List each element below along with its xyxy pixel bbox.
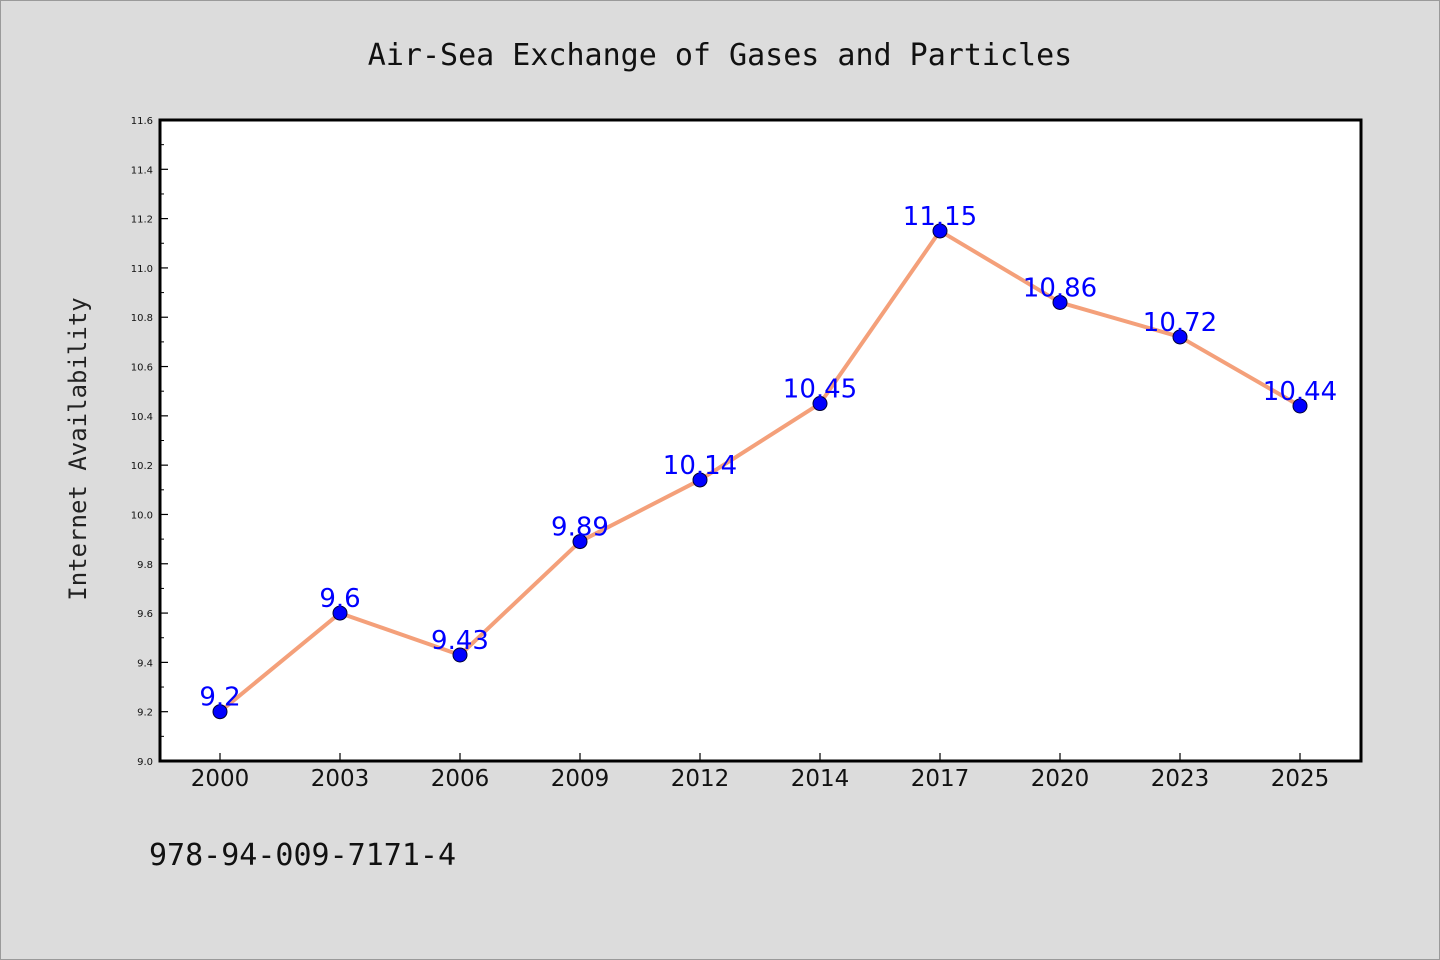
plot-frame (158, 118, 1363, 763)
y-tick-label: 9.6 (137, 609, 153, 620)
data-markers (212, 223, 1308, 720)
data-point-label: 11.15 (903, 202, 977, 232)
y-tick-label: 9.8 (137, 560, 153, 571)
y-tick-label: 11.2 (131, 215, 153, 226)
data-point-label: 9.43 (431, 626, 489, 656)
y-tick-label: 10.0 (131, 510, 153, 521)
y-tick-label: 10.8 (131, 313, 153, 324)
y-tick-label: 9.0 (137, 757, 153, 768)
x-tick-label: 2025 (1271, 766, 1330, 792)
data-point-marker (1172, 329, 1188, 345)
data-point-label: 10.14 (663, 451, 737, 481)
y-tick-label: 11.6 (131, 116, 153, 127)
data-point-marker (212, 704, 228, 720)
data-point-marker (1052, 294, 1068, 310)
data-point-label: 10.44 (1263, 377, 1337, 407)
chart-title: Air-Sea Exchange of Gases and Particles (368, 38, 1072, 73)
isbn-text: 978-94-009-7171-4 (149, 838, 456, 873)
data-point-label: 9.2 (199, 683, 240, 713)
series-line (218, 228, 1302, 714)
y-tick-label: 10.2 (131, 461, 153, 472)
x-tick-label: 2014 (791, 766, 850, 792)
data-point-label: 10.86 (1023, 273, 1097, 303)
data-point-marker (332, 605, 348, 621)
data-point-marker (1292, 398, 1308, 414)
x-tick-label: 2009 (551, 766, 610, 792)
x-tick-label: 2012 (671, 766, 730, 792)
y-tick-label: 11.0 (131, 264, 153, 275)
y-tick-label: 9.4 (137, 658, 153, 669)
x-tick-label: 2023 (1151, 766, 1210, 792)
x-tick-label: 2020 (1031, 766, 1090, 792)
data-point-marker (932, 223, 948, 239)
x-tick-label: 2000 (191, 766, 250, 792)
y-tick-label: 11.4 (131, 165, 153, 176)
data-point-marker (572, 534, 588, 550)
data-point-marker (812, 396, 828, 412)
data-point-label: 9.89 (551, 513, 609, 543)
y-tick-label: 10.4 (131, 412, 153, 423)
x-axis-ticks: 2000 2003 2006 2009 2012 2014 2017 2020 2023 2025 (191, 753, 1330, 792)
data-labels: 9.2 9.6 9.43 9.89 10.14 10.45 11.15 10.86 10.72 1… (199, 202, 1337, 713)
data-point-label: 9.6 (319, 584, 360, 614)
x-tick-label: 2003 (311, 766, 370, 792)
y-axis-label: Internet Availability (64, 297, 92, 600)
y-tick-label: 10.6 (131, 363, 153, 374)
x-tick-label: 2006 (431, 766, 490, 792)
data-point-label: 10.72 (1143, 308, 1217, 338)
data-point-label: 10.45 (783, 375, 857, 405)
data-point-marker (452, 647, 468, 663)
x-tick-label: 2017 (911, 766, 970, 792)
data-point-marker (692, 472, 708, 488)
y-tick-label: 9.2 (137, 708, 153, 719)
